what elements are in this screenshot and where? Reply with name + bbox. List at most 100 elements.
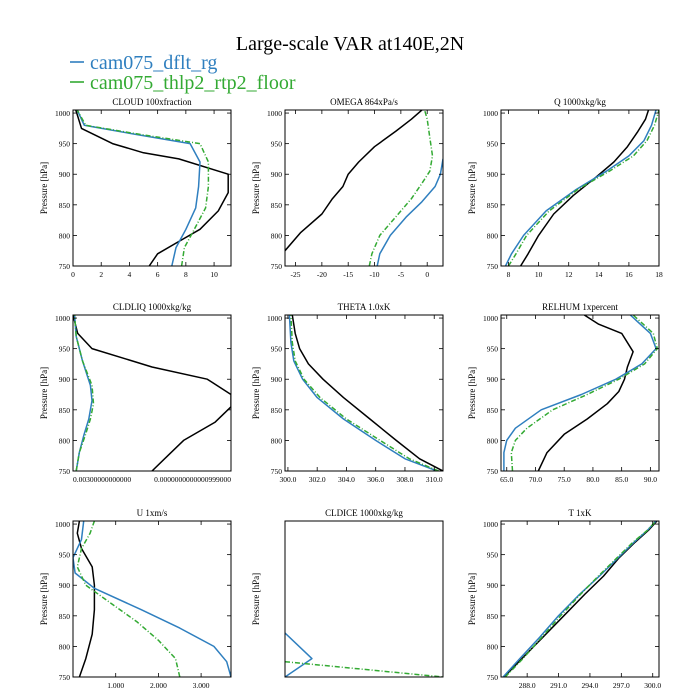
y-tick-label: 900 — [487, 581, 499, 590]
series-group — [288, 315, 443, 471]
panel-title: Q 1000xkg/kg — [554, 97, 606, 107]
plot-frame — [500, 520, 660, 678]
series-line-black — [75, 110, 229, 266]
y-tick-label: 750 — [59, 467, 71, 476]
series-line-green — [510, 315, 659, 471]
x-tick-label: 18 — [655, 270, 663, 279]
series-line-blue — [288, 315, 438, 471]
x-tick-label: 310.0 — [426, 475, 443, 484]
y-tick-label: 750 — [487, 673, 499, 682]
y-tick-label: 850 — [59, 612, 71, 621]
x-tick-label: 10 — [210, 270, 218, 279]
x-tick-label: 2.000 — [150, 681, 167, 690]
x-tick-label: 300.0 — [644, 681, 661, 690]
y-tick-label: 1000 — [267, 109, 282, 118]
y-tick-label: 950 — [487, 345, 499, 354]
x-tick-label: 308.0 — [397, 475, 414, 484]
y-axis-label: Pressure [hPa] — [467, 367, 477, 419]
y-tick-label: 800 — [59, 436, 71, 445]
x-tick-label: 85.0 — [615, 475, 628, 484]
series-group — [75, 110, 229, 266]
series-line-black — [291, 315, 443, 471]
series-group — [503, 315, 659, 471]
series-line-black — [537, 315, 634, 471]
series-group — [73, 521, 231, 677]
x-tick-label: 90.0 — [644, 475, 657, 484]
x-tick-label: 300.0 — [279, 475, 296, 484]
legend-label-1: cam075_dflt_rg — [90, 52, 217, 74]
y-tick-label: 750 — [487, 467, 499, 476]
y-tick-label: 1000 — [483, 520, 498, 529]
series-line-green — [76, 521, 181, 677]
x-tick-label: 14 — [595, 270, 603, 279]
plot-frame — [72, 520, 232, 678]
y-tick-label: 1000 — [55, 520, 70, 529]
panel-7: CLDICE 1000xkg/kg Pressure [hPa] — [251, 508, 444, 678]
y-axis-label: Pressure [hPa] — [467, 573, 477, 625]
panel-6: U 1xm/s Pressure [hPa] 750 800 850 900 950 1000… — [39, 508, 232, 690]
x-tick-label: -5 — [398, 270, 404, 279]
x-tick-label: 16 — [625, 270, 633, 279]
x-tick-label: 10 — [535, 270, 543, 279]
plot-frame — [284, 520, 444, 678]
panel-title: CLDICE 1000xkg/kg — [325, 508, 403, 518]
y-tick-label: 800 — [59, 231, 71, 240]
y-tick-label: 750 — [487, 262, 499, 271]
y-tick-label: 900 — [271, 375, 283, 384]
series-line-green — [507, 110, 659, 266]
plot-frame — [284, 109, 444, 267]
plot-frame — [72, 314, 232, 472]
x-tick-label: 65.0 — [500, 475, 513, 484]
x-tick-label: 80.0 — [586, 475, 599, 484]
series-group — [285, 110, 443, 266]
x-tick-label: -20 — [317, 270, 327, 279]
y-tick-label: 800 — [271, 436, 283, 445]
series-line-green — [368, 110, 434, 266]
series-line-black — [519, 110, 650, 266]
x-tick-label: 304.0 — [338, 475, 355, 484]
y-axis-label: Pressure [hPa] — [39, 573, 49, 625]
y-axis-label: Pressure [hPa] — [39, 162, 49, 214]
y-tick-label: 1000 — [483, 314, 498, 323]
y-tick-label: 800 — [487, 231, 499, 240]
y-tick-label: 750 — [271, 467, 283, 476]
x-tick-label: 0.0000000000000999000 — [154, 475, 231, 484]
y-tick-label: 1000 — [267, 314, 282, 323]
series-line-green — [76, 110, 210, 266]
x-tick-label: 297.0 — [613, 681, 630, 690]
x-tick-label: 302.0 — [309, 475, 326, 484]
x-tick-label: 306.0 — [367, 475, 384, 484]
y-tick-label: 800 — [59, 642, 71, 651]
panel-title: U 1xm/s — [137, 508, 168, 518]
y-tick-label: 950 — [271, 345, 283, 354]
y-tick-label: 800 — [271, 231, 283, 240]
y-tick-label: 850 — [59, 201, 71, 210]
x-tick-label: 288.0 — [519, 681, 536, 690]
x-tick-label: 294.0 — [582, 681, 599, 690]
plot-frame — [500, 109, 660, 267]
y-tick-label: 950 — [487, 551, 499, 560]
figure-title: Large-scale VAR at140E,2N — [236, 33, 464, 55]
panel-5: RELHUM 1xpercent Pressure [hPa] 750 800 850 9… — [467, 302, 660, 484]
series-line-blue — [504, 110, 657, 266]
y-axis-label: Pressure [hPa] — [39, 367, 49, 419]
y-tick-label: 950 — [59, 551, 71, 560]
series-line-green — [285, 660, 443, 677]
panel-1: OMEGA 864xPa/s Pressure [hPa] 750 800 850 900… — [251, 97, 444, 279]
x-tick-label: 0 — [71, 270, 75, 279]
y-tick-label: 750 — [59, 673, 71, 682]
y-tick-label: 850 — [487, 612, 499, 621]
y-tick-label: 850 — [487, 406, 499, 415]
series-group — [73, 315, 231, 471]
panel-8: T 1xK Pressure [hPa] 750 800 850 900 950 1000 28… — [467, 508, 661, 690]
panel-title: THETA 1.0xK — [338, 302, 391, 312]
x-tick-label: 3.000 — [193, 681, 210, 690]
x-tick-label: 291.0 — [550, 681, 567, 690]
y-tick-label: 900 — [59, 581, 71, 590]
x-tick-label: 8 — [507, 270, 511, 279]
x-tick-label: 2 — [99, 270, 103, 279]
panel-2: Q 1000xkg/kg Pressure [hPa] 750 800 850 900 95… — [467, 97, 663, 279]
panel-title: T 1xK — [568, 508, 592, 518]
y-tick-label: 850 — [271, 406, 283, 415]
series-line-blue — [503, 315, 657, 471]
